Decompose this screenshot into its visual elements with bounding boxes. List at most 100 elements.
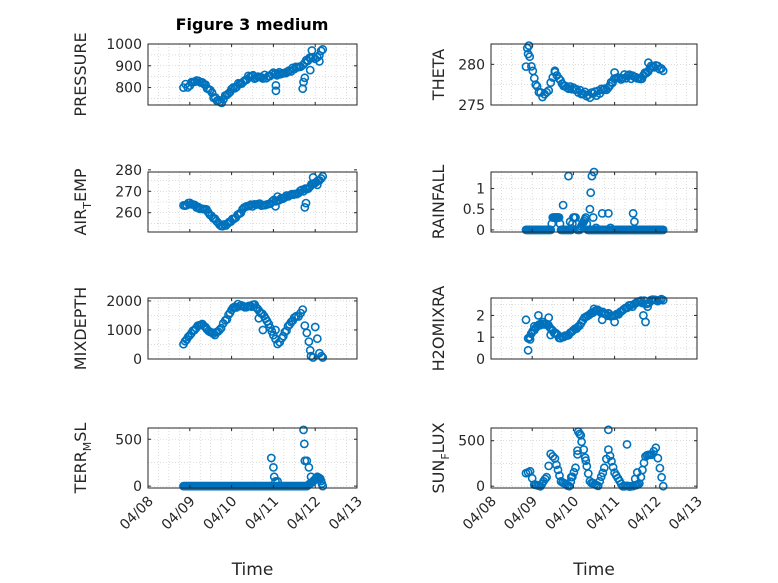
axes-frame <box>147 427 358 489</box>
data-point <box>558 200 568 210</box>
y-axis-label: PRESSURE <box>71 32 90 116</box>
data-point <box>299 425 308 435</box>
data-point <box>271 325 280 335</box>
data-point <box>658 225 668 235</box>
x-tick-label: 04/08 <box>460 494 500 534</box>
x-tick-label: 04/11 <box>242 494 282 534</box>
data-point <box>607 456 616 466</box>
y-axis-label: AIRTEMP <box>71 168 94 235</box>
data-point <box>653 453 663 463</box>
y-tick-label: 2000 <box>106 294 142 310</box>
x-tick-label: 04/12 <box>625 494 665 534</box>
data-point <box>273 192 282 201</box>
x-tick-label: 04/13 <box>326 494 366 534</box>
data-point <box>657 64 666 73</box>
y-tick-label: 2 <box>476 308 485 324</box>
data-point <box>531 80 541 90</box>
data-point <box>318 45 328 54</box>
y-axis-label: RAINFALL <box>429 165 448 240</box>
data-point <box>527 62 536 71</box>
data-point <box>644 58 653 68</box>
data-point <box>258 325 268 335</box>
subplot-pressure: 800 900 1000 PRESSURE <box>71 32 358 117</box>
data-point <box>525 334 535 344</box>
data-point <box>542 87 551 97</box>
data-point <box>597 208 607 218</box>
data-point <box>597 315 607 325</box>
data-point <box>523 345 533 355</box>
data-point <box>610 317 619 327</box>
y-tick-label: 270 <box>115 184 142 200</box>
data-point <box>318 171 328 181</box>
data-point <box>521 315 531 325</box>
axes-frame <box>147 297 358 360</box>
data-point <box>610 68 619 77</box>
data-point <box>301 198 311 208</box>
y-tick-label: 1000 <box>106 323 142 339</box>
data-point <box>525 52 535 62</box>
data-point <box>316 46 326 56</box>
data-point <box>553 213 563 222</box>
data-point <box>534 310 543 320</box>
x-tick-label: 04/13 <box>666 494 706 534</box>
data-point <box>546 225 556 235</box>
data-point <box>544 86 554 95</box>
data-point <box>555 471 564 480</box>
data-point <box>657 472 666 482</box>
y-axis-label: TERRMSL <box>71 423 94 495</box>
data-point <box>528 66 538 76</box>
data-point <box>298 305 308 314</box>
data-point <box>604 208 613 218</box>
data-point <box>302 328 312 338</box>
data-point <box>573 449 582 459</box>
data-point <box>312 334 322 344</box>
data-point <box>529 321 539 331</box>
data-point <box>308 172 318 182</box>
data-point <box>658 481 668 491</box>
data-point <box>538 317 547 327</box>
y-axis-label: THETA <box>429 49 448 101</box>
data-point <box>271 81 281 90</box>
data-point <box>305 65 315 75</box>
data-point <box>306 472 316 482</box>
y-tick-label: 275 <box>458 98 485 114</box>
data-point <box>595 476 605 486</box>
data-point <box>254 313 264 323</box>
data-point <box>585 204 595 214</box>
data-point <box>569 467 579 477</box>
data-point <box>605 451 615 461</box>
data-point <box>651 443 661 453</box>
data-point <box>271 86 281 96</box>
data-point <box>628 208 638 218</box>
data-point <box>305 345 315 355</box>
y-tick-label: 260 <box>115 206 142 222</box>
y-axis-label: H2OMIXRA <box>429 286 448 372</box>
data-point <box>521 62 531 71</box>
y-tick-label: 0 <box>133 352 142 368</box>
data-point <box>216 323 226 333</box>
axes-frame <box>490 171 698 233</box>
axes-frame <box>147 43 358 106</box>
data-point <box>608 462 618 472</box>
data-point <box>300 73 310 83</box>
data-point <box>604 308 613 318</box>
data-point <box>299 439 309 449</box>
data-point <box>271 201 280 211</box>
data-point <box>307 46 317 55</box>
subplot-rainfall: 0 0.5 1 RAINFALL <box>429 165 698 240</box>
data-point <box>317 351 326 361</box>
data-point <box>565 217 575 227</box>
data-point <box>540 474 550 484</box>
data-point <box>571 463 580 473</box>
data-point <box>593 481 603 491</box>
y-tick-label: 280 <box>115 163 142 179</box>
data-point <box>215 325 224 335</box>
y-tick-label: 0 <box>476 223 485 239</box>
data-point <box>310 322 320 332</box>
subplot-h2omixra: 0 1 2 H2OMIXRA <box>429 286 698 372</box>
data-point <box>314 57 324 66</box>
data-point <box>583 469 593 478</box>
data-point <box>544 313 554 322</box>
data-point <box>658 295 668 305</box>
